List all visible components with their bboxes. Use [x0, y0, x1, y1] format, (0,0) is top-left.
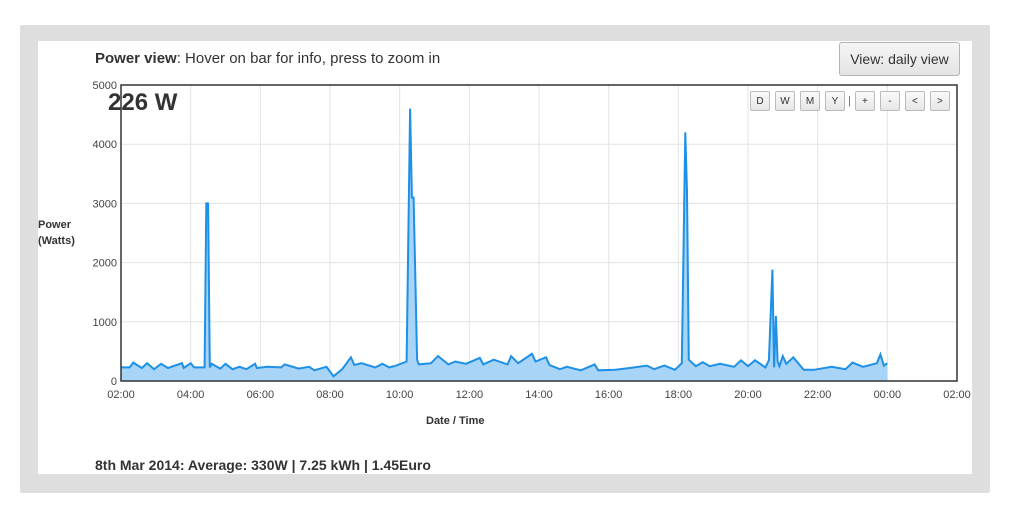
year-button[interactable]: Y — [825, 91, 845, 111]
y-tick-label: 4000 — [93, 139, 117, 151]
x-tick-label: 04:00 — [177, 389, 205, 401]
x-tick-label: 02:00 — [943, 389, 971, 401]
y-tick-label: 0 — [111, 376, 117, 388]
chart-controls: D W M Y | + - < > — [750, 91, 955, 111]
x-axis-ticks: 02:00 04:00 06:00 08:00 10:00 12:00 14:00 16:00… — [107, 389, 971, 401]
power-area-fill — [121, 108, 888, 381]
zoom-out-button[interactable]: - — [879, 91, 900, 111]
x-tick-label: 14:00 — [525, 389, 553, 401]
daily-summary: 8th Mar 2014: Average: 330W | 7.25 kWh |… — [95, 457, 431, 473]
x-tick-label: 16:00 — [595, 389, 623, 401]
chart-grid — [120, 84, 958, 382]
page-title: Power view: Hover on bar for info, press… — [95, 50, 440, 67]
week-button[interactable]: W — [775, 91, 795, 111]
x-tick-label: 08:00 — [316, 389, 344, 401]
y-axis-label: Power (Watts) — [38, 217, 75, 249]
month-button[interactable]: M — [800, 91, 820, 111]
controls-separator: | — [848, 95, 851, 107]
y-tick-label: 2000 — [93, 258, 117, 270]
view-mode-button[interactable]: View: daily view — [839, 42, 960, 76]
previous-button[interactable]: < — [904, 91, 925, 111]
title-hint: : Hover on bar for info, press to zoom i… — [176, 50, 441, 67]
chart-panel — [38, 41, 972, 474]
x-tick-label: 06:00 — [247, 389, 275, 401]
current-power-readout: 226 W — [108, 89, 178, 116]
next-button[interactable]: > — [929, 91, 950, 111]
x-axis-label: Date / Time — [426, 415, 485, 427]
y-axis-ticks: 0 1000 2000 3000 4000 5000 — [93, 80, 117, 388]
power-line — [121, 108, 888, 378]
x-tick-label: 12:00 — [456, 389, 484, 401]
day-button[interactable]: D — [750, 91, 770, 111]
y-axis-label-line2: (Watts) — [38, 235, 75, 247]
zoom-in-button[interactable]: + — [854, 91, 875, 111]
title-bold: Power view — [95, 50, 177, 67]
x-tick-label: 00:00 — [874, 389, 902, 401]
y-axis-label-line1: Power — [38, 219, 72, 231]
x-tick-label: 18:00 — [665, 389, 693, 401]
x-tick-label: 02:00 — [107, 389, 135, 401]
x-tick-label: 10:00 — [386, 389, 414, 401]
x-tick-label: 22:00 — [804, 389, 832, 401]
y-tick-label: 1000 — [93, 317, 117, 329]
y-tick-label: 5000 — [93, 80, 117, 92]
plot-frame — [120, 84, 958, 382]
y-tick-label: 3000 — [93, 198, 117, 210]
x-tick-label: 20:00 — [734, 389, 762, 401]
